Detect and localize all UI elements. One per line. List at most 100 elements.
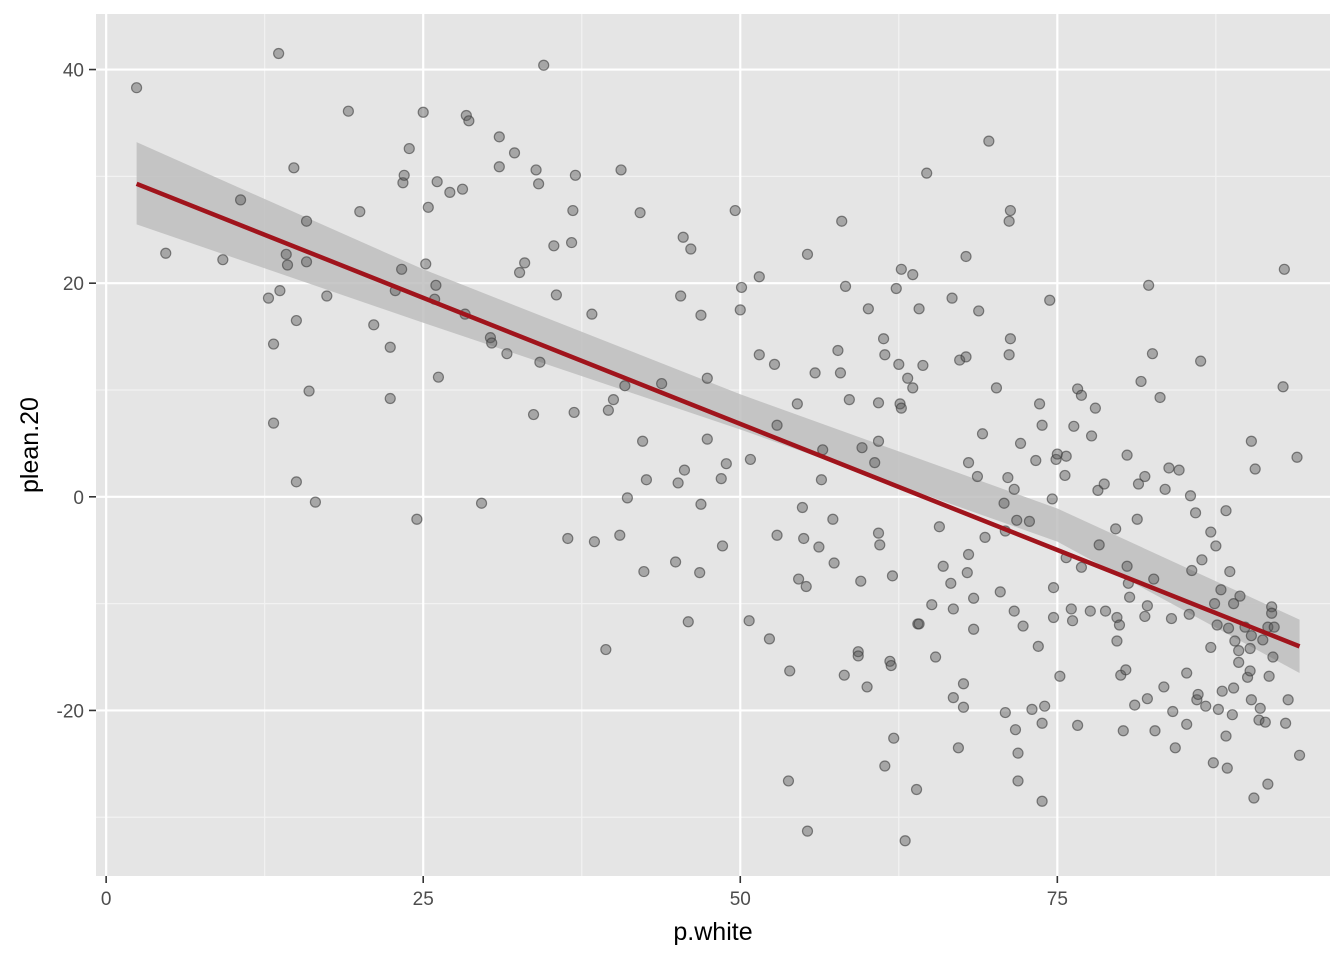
data-point (1014, 437, 1027, 449)
data-point (656, 377, 668, 390)
data-point (801, 825, 814, 837)
points-layer (130, 47, 1306, 847)
data-point (288, 162, 300, 174)
data-point (637, 435, 649, 447)
data-point (1075, 389, 1088, 401)
data-point (1234, 590, 1246, 602)
data-point (1249, 463, 1261, 475)
data-point (796, 501, 809, 514)
data-point (791, 398, 803, 410)
data-point (695, 309, 707, 321)
data-point (1047, 611, 1060, 624)
x-axis-title: p.white (673, 918, 752, 946)
data-point (534, 356, 546, 368)
data-point (879, 760, 891, 772)
data-point (990, 382, 1003, 394)
data-point (1068, 420, 1080, 432)
data-point (1113, 619, 1126, 631)
data-point (1205, 641, 1217, 654)
data-point (384, 341, 396, 353)
data-point (832, 344, 844, 357)
data-point (548, 240, 560, 252)
data-point (1039, 700, 1051, 712)
data-point (1060, 450, 1072, 462)
data-point (267, 338, 280, 350)
data-point (1121, 560, 1133, 572)
data-point (1148, 573, 1160, 585)
data-point (937, 560, 949, 572)
data-point (734, 304, 746, 316)
data-point (430, 279, 442, 291)
y-tick-label: -20 (57, 701, 84, 722)
data-point (917, 359, 929, 372)
data-point (342, 105, 354, 117)
data-point (431, 176, 443, 188)
data-point (735, 281, 748, 294)
data-point (234, 194, 247, 206)
data-point (1280, 717, 1292, 729)
data-point (1208, 598, 1221, 610)
data-point (444, 186, 456, 198)
data-point (907, 382, 919, 394)
data-point (677, 231, 689, 243)
data-point (815, 474, 828, 486)
data-point (273, 47, 285, 60)
data-point (1291, 451, 1303, 463)
data-point (838, 669, 850, 681)
data-point (957, 701, 970, 713)
data-point (1167, 705, 1179, 718)
data-point (1032, 640, 1044, 652)
data-point (979, 531, 991, 543)
data-point (947, 603, 959, 615)
data-point (1044, 294, 1056, 306)
data-point (763, 633, 776, 645)
data-point (933, 521, 945, 533)
data-point (1139, 470, 1151, 483)
data-point (262, 292, 275, 304)
data-point (945, 577, 957, 589)
data-point (527, 408, 540, 421)
data-point (1135, 375, 1147, 388)
data-point (550, 289, 562, 301)
data-point (960, 250, 972, 263)
data-point (793, 573, 805, 585)
data-point (952, 742, 965, 754)
y-tick-label: 40 (63, 61, 84, 82)
data-point (384, 392, 396, 405)
data-point (782, 775, 795, 787)
data-point (422, 201, 434, 213)
data-point (621, 492, 633, 504)
data-point (530, 164, 542, 176)
data-point (1131, 513, 1143, 525)
data-point (1036, 795, 1048, 807)
data-point (856, 442, 868, 454)
data-point (1233, 656, 1245, 668)
data-point (1084, 605, 1096, 617)
data-point (562, 532, 574, 545)
data-point (968, 623, 980, 635)
data-point (701, 372, 713, 384)
data-point (1216, 685, 1228, 697)
data-point (855, 575, 867, 587)
data-point (994, 586, 1006, 598)
data-point (694, 567, 706, 579)
data-point (309, 496, 322, 508)
data-point (1093, 539, 1105, 551)
data-point (1099, 605, 1112, 617)
data-point (1181, 718, 1193, 730)
data-point (519, 257, 531, 269)
data-point (1241, 671, 1254, 683)
major-gridlines (96, 14, 1330, 876)
data-point (1224, 565, 1236, 578)
data-point (1002, 471, 1014, 484)
data-point (1293, 749, 1306, 761)
fit-line-layer (135, 181, 1301, 649)
data-point (813, 541, 825, 553)
data-point (463, 115, 475, 127)
data-point (1146, 348, 1159, 360)
data-point (753, 271, 765, 283)
data-point (888, 732, 900, 744)
data-point (486, 337, 498, 349)
data-point (1228, 682, 1240, 694)
